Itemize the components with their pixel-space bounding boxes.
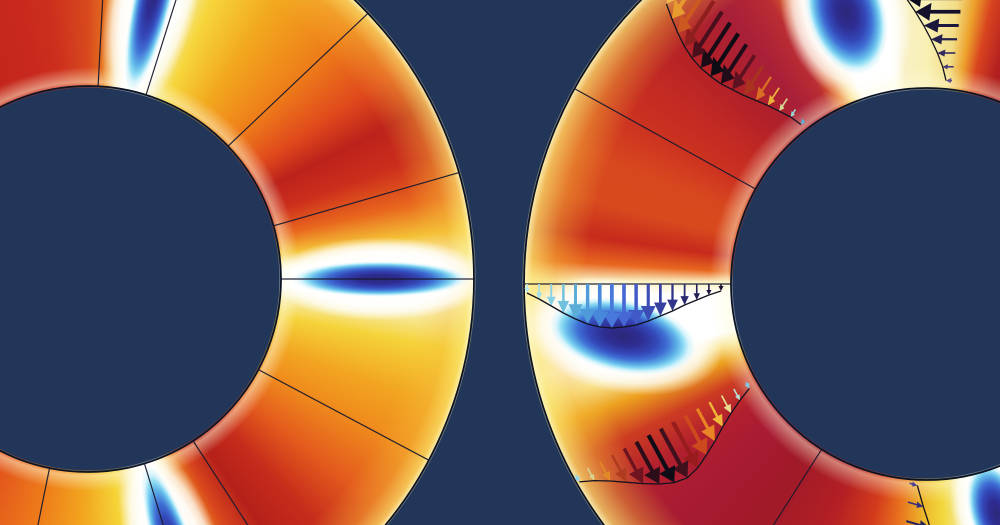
simulation-canvas bbox=[0, 0, 1000, 525]
ring-right-surface bbox=[0, 0, 1000, 525]
